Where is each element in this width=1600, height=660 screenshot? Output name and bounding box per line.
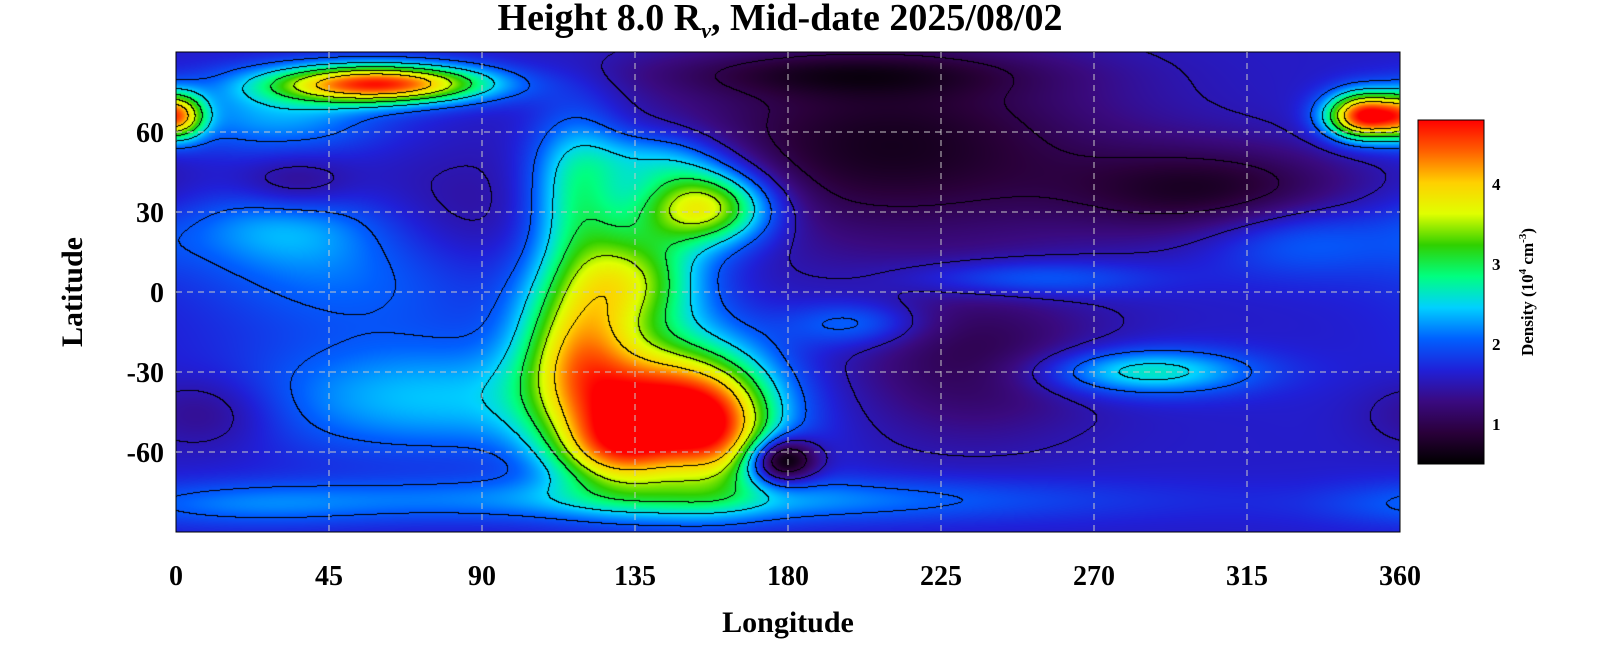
- colorbar-gradient: [1417, 119, 1485, 465]
- x-tick-label: 135: [614, 561, 656, 592]
- x-tick-label: 360: [1379, 561, 1421, 592]
- colorbar-ticks: 1 2 3 4: [1492, 175, 1501, 434]
- y-tick-label: -60: [127, 438, 164, 469]
- colorbar-label: Density (104 cm-3): [1517, 228, 1537, 356]
- x-tick-label: 45: [315, 561, 343, 592]
- y-tick-label: 60: [136, 118, 164, 149]
- colorbar: 1 2 3 4 Density (104 cm-3): [1417, 119, 1537, 465]
- x-tick-label: 0: [169, 561, 183, 592]
- y-tick-labels: 60 30 0 -30 -60: [127, 118, 164, 469]
- colorbar-tick-label: 4: [1492, 175, 1501, 194]
- x-tick-label: 180: [767, 561, 809, 592]
- grid-lines: [176, 52, 1400, 532]
- colorbar-tick-label: 3: [1492, 255, 1501, 274]
- chart-title: Height 8.0 Rv, Mid-date 2025/08/02: [498, 0, 1063, 43]
- colorbar-tick-label: 1: [1492, 415, 1501, 434]
- x-tick-labels: 0 45 90 135 180 225 270 315 360: [169, 561, 1421, 592]
- x-tick-label: 315: [1226, 561, 1268, 592]
- y-tick-label: 30: [136, 198, 164, 229]
- x-tick-label: 225: [920, 561, 962, 592]
- y-tick-label: 0: [150, 278, 164, 309]
- x-tick-label: 90: [468, 561, 496, 592]
- colorbar-tick-label: 2: [1492, 335, 1501, 354]
- y-tick-label: -30: [127, 358, 164, 389]
- x-tick-label: 270: [1073, 561, 1115, 592]
- y-axis-label: Latitude: [56, 237, 89, 347]
- x-axis-label: Longitude: [722, 606, 854, 639]
